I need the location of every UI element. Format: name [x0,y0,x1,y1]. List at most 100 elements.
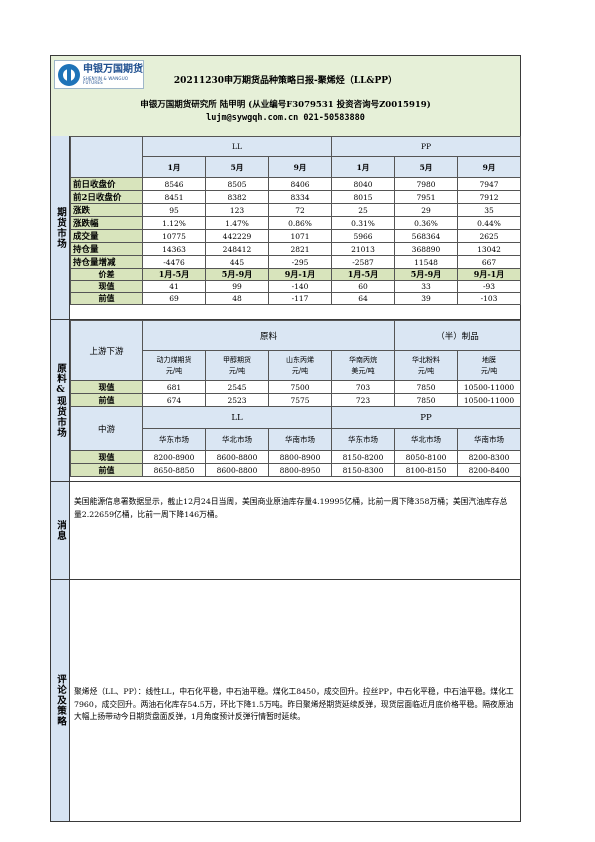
value-cell: 95 [142,203,206,217]
col-header: 华北粉料 元/吨 [394,350,459,381]
value-cell: 2545 [205,380,269,394]
table-row: 前值 674 2523 7575 723 7850 10500-11000 [70,393,522,407]
value-cell: 7951 [394,190,458,204]
value-cell: 2821 [268,242,332,256]
value-cell: 8040 [331,177,395,191]
value-cell: 667 [456,255,522,269]
value-cell: 35 [456,203,522,217]
value-cell: 2523 [205,393,269,407]
value-cell: 442229 [205,229,269,243]
value-cell: 7850 [394,393,459,407]
col-header: 华南市场 [457,428,522,451]
table-row: 前值 69 48 -117 64 39 -103 [70,292,522,305]
value-cell: 123 [205,203,269,217]
row-label: 持仓量 [70,242,143,256]
report-title: 20211230申万期货品种策略日报-聚烯烃（LL&PP） [173,76,398,86]
value-cell: 5966 [331,229,395,243]
company-logo: 申银万国期货 SHENYIN & WANGUO FUTURES [54,60,144,89]
comment-block: 聚烯烃（LL、PP）：线性LL，中石化平稳，中石油平稳。煤化工8450，成交回升… [70,580,520,821]
spread-label: 价差 [70,268,143,281]
row-label: 现值 [70,380,143,394]
institute-line: 申银万国期货研究所 陆甲明 (从业编号F3079531 投资咨询号Z001591… [140,100,431,110]
col-header: 华北市场 [394,428,459,451]
value-cell: 25 [331,203,395,217]
spot-block: 上游下游 原料 （半）制品 动力煤期货 元/吨 甲醇期货 元/吨 山东丙烯 元/… [70,320,522,482]
spread-header: 9月-1月 [268,268,332,281]
table-row: 涨跌 95 123 72 25 29 35 [70,203,522,217]
row-label: 涨跌 [70,203,143,217]
futures-block: LL PP 1月 5月 9月 1月 5月 9月 前日收盘价 8546 8505 84… [70,136,522,320]
logo-name: 申银万国期货 [83,63,143,75]
month-header: 9月 [456,156,522,178]
value-cell: 8800-8950 [268,463,332,477]
logo-emblem-icon [58,63,80,86]
value-cell: 8100-8150 [394,463,459,477]
side-label-comment: 评论及策略 [51,580,70,821]
value-cell: 0.86% [268,216,332,230]
table-row: 前日收盘价 8546 8505 8406 8040 7980 7947 [70,177,522,191]
value-cell: 8600-8800 [205,463,269,477]
value-cell: 8015 [331,190,395,204]
col-header: 华东市场 [330,428,396,451]
spread-header: 9月-1月 [456,268,522,281]
raw-material-group: 原料 [141,320,396,351]
value-cell: 568364 [394,229,458,243]
news-block: 美国能源信息署数据显示，截止12月24日当周，美国商业原油库存量4.19995亿… [70,482,520,580]
row-label: 成交量 [70,229,143,243]
value-cell: 8451 [142,190,206,204]
futures-group-ll: LL [142,136,332,157]
value-cell: 8382 [205,190,269,204]
upstream-table: 上游下游 原料 （半）制品 动力煤期货 元/吨 甲醇期货 元/吨 山东丙烯 元/… [70,320,522,477]
table-row: 持仓量增减 -4476 445 -295 -2587 11548 667 [70,255,522,269]
spread-header: 1月-5月 [331,268,395,281]
value-cell: 7850 [394,380,459,394]
value-cell: 703 [330,380,396,394]
row-label: 前值 [70,463,143,477]
value-cell: 72 [268,203,332,217]
value-cell: 445 [205,255,269,269]
col-header: 甲醇期货 元/吨 [205,350,269,381]
report-header: 申银万国期货 SHENYIN & WANGUO FUTURES 20211230… [51,56,520,137]
table-row: 现值 8200-8900 8600-8800 8800-8900 8150-8200 8… [70,450,522,464]
upstream-downstream-label: 上游下游 [70,320,143,381]
side-label-news: 消息 [51,482,70,580]
value-cell: 8200-8400 [457,463,522,477]
col-header: 华北市场 [205,428,269,451]
value-cell: 64 [331,292,395,305]
col-header: 动力煤期货 元/吨 [142,350,206,381]
value-cell: 69 [142,292,206,305]
row-label: 前2日收盘价 [70,190,143,204]
col-header: 山东丙烯 元/吨 [268,350,332,381]
value-cell: 8150-8200 [330,450,396,464]
value-cell: 1.12% [142,216,206,230]
month-header: 1月 [331,156,395,178]
row-label: 现值 [70,280,143,293]
row-label: 前日收盘价 [70,177,143,191]
spread-header: 5月-9月 [205,268,269,281]
value-cell: 39 [394,292,458,305]
news-text: 美国能源信息署数据显示，截止12月24日当周，美国商业原油库存量4.19995亿… [74,497,508,519]
comment-text: 聚烯烃（LL、PP）：线性LL，中石化平稳，中石油平稳。煤化工8450，成交回升… [74,687,514,721]
month-header: 5月 [205,156,269,178]
value-cell: -2587 [331,255,395,269]
row-label: 前值 [70,393,143,407]
value-cell: 8650-8850 [142,463,206,477]
spread-header-row: 价差 1月-5月 5月-9月 9月-1月 1月-5月 5月-9月 9月-1月 [70,268,522,281]
value-cell: 60 [331,280,395,293]
month-header: 5月 [394,156,458,178]
value-cell: 674 [142,393,206,407]
value-cell: 8200-8900 [142,450,206,464]
month-header: 1月 [142,156,206,178]
value-cell: 8150-8300 [330,463,396,477]
value-cell: -4476 [142,255,206,269]
value-cell: -295 [268,255,332,269]
table-row: 现值 41 99 -140 60 33 -93 [70,280,522,293]
value-cell: -103 [456,292,522,305]
value-cell: -93 [456,280,522,293]
row-label: 现值 [70,450,143,464]
value-cell: 8200-8300 [457,450,522,464]
value-cell: 10500-11000 [457,380,522,394]
value-cell: 8800-8900 [268,450,332,464]
side-label-futures: 期货市场 [51,136,70,320]
spread-header: 1月-5月 [142,268,206,281]
